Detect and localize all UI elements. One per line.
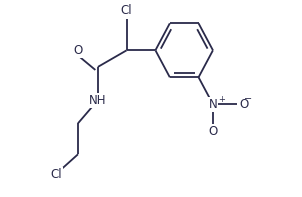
Text: −: − [244,94,252,104]
Text: O: O [73,44,83,57]
Text: O: O [208,125,217,138]
Text: N: N [209,98,217,111]
Text: Cl: Cl [121,4,133,17]
Text: Cl: Cl [50,168,62,181]
Text: +: + [218,95,225,104]
Text: NH: NH [89,94,107,107]
Text: O: O [239,98,249,111]
